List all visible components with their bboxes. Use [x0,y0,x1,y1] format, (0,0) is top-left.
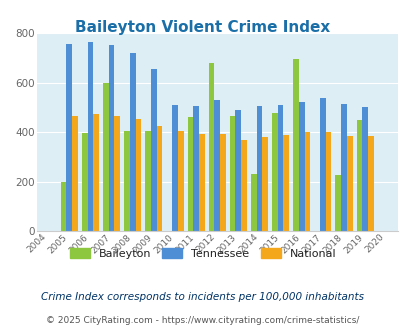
Bar [87,43,93,231]
Bar [124,131,130,231]
Bar [66,44,72,231]
Bar [256,106,262,231]
Text: Crime Index corresponds to incidents per 100,000 inhabitants: Crime Index corresponds to incidents per… [41,292,364,302]
Bar [356,120,361,231]
Bar [198,135,204,231]
Bar [340,104,346,231]
Bar [325,132,330,231]
Bar [145,131,151,231]
Bar [250,174,256,231]
Bar [283,136,288,231]
Bar [214,100,220,231]
Bar [271,114,277,231]
Bar [319,98,325,231]
Bar [220,135,225,231]
Bar [187,117,193,231]
Bar [114,116,120,231]
Bar [82,133,87,231]
Bar [208,63,214,231]
Bar [109,46,114,231]
Bar [135,119,141,231]
Bar [277,105,283,231]
Bar [367,136,373,231]
Bar [172,105,177,231]
Bar [72,116,78,231]
Text: © 2025 CityRating.com - https://www.cityrating.com/crime-statistics/: © 2025 CityRating.com - https://www.city… [46,315,359,325]
Bar [229,116,235,231]
Bar [103,82,109,231]
Bar [130,53,135,231]
Bar [93,114,99,231]
Bar [292,59,298,231]
Bar [346,136,352,231]
Bar [335,175,340,231]
Bar [156,126,162,231]
Legend: Baileyton, Tennessee, National: Baileyton, Tennessee, National [65,244,340,263]
Bar [298,102,304,231]
Bar [361,107,367,231]
Text: Baileyton Violent Crime Index: Baileyton Violent Crime Index [75,20,330,35]
Bar [151,69,156,231]
Bar [262,137,267,231]
Bar [241,140,246,231]
Bar [61,182,66,231]
Bar [177,131,183,231]
Bar [235,110,241,231]
Bar [193,106,198,231]
Bar [304,132,309,231]
